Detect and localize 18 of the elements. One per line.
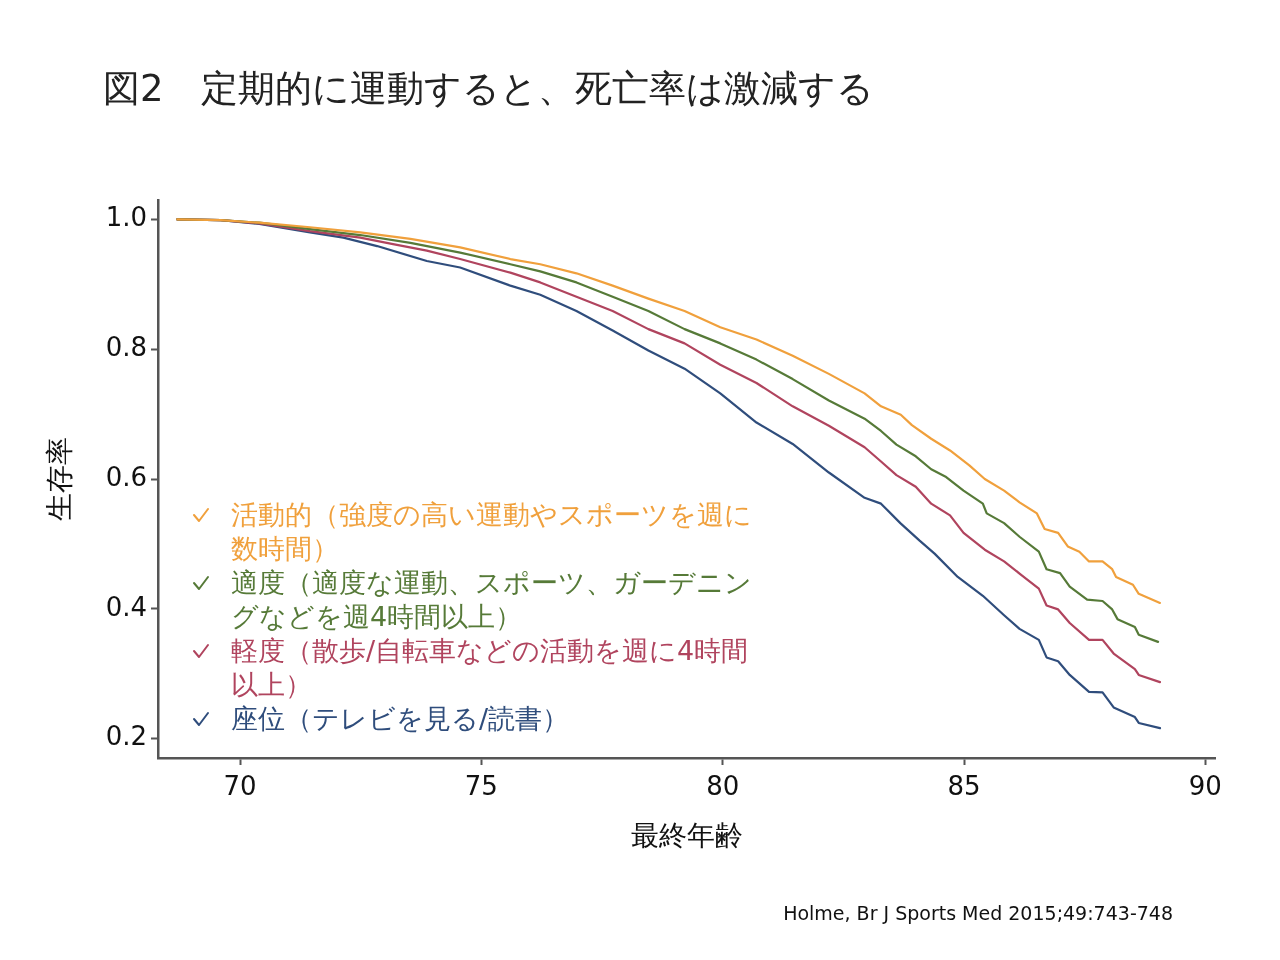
y-axis-title: 生存率	[43, 437, 77, 521]
legend-label: 適度（適度な運動、スポーツ、ガーデニングなどを週4時間以上）	[231, 566, 753, 634]
x-tick-label: 85	[947, 771, 981, 802]
chart-title: 図2 定期的に運動すると、死亡率は激減する	[103, 66, 874, 112]
text: Holme, Br J Sports Med 2015;49:743-748	[783, 901, 1173, 926]
legend-label: 活動的（強度の高い運動やスポーツを週に数時間）	[231, 498, 753, 566]
x-tick-label: 70	[223, 771, 257, 802]
x-tick-label: 75	[464, 771, 498, 802]
x-tick-label: 90	[1188, 771, 1222, 802]
y-tick-label: 0.2	[105, 721, 147, 752]
x-tick-label: 80	[706, 771, 740, 802]
y-tick-label: 0.6	[105, 461, 147, 492]
legend-label: 軽度（散歩/自転車などの活動を週に4時間以上）	[231, 634, 750, 702]
x-axis-title: 最終年齢	[630, 819, 743, 853]
y-tick-label: 1.0	[105, 202, 147, 233]
y-tick-label: 0.4	[105, 591, 147, 622]
legend-label: 座位（テレビを見る/読書）	[231, 702, 571, 736]
y-tick-label: 0.8	[105, 331, 147, 362]
